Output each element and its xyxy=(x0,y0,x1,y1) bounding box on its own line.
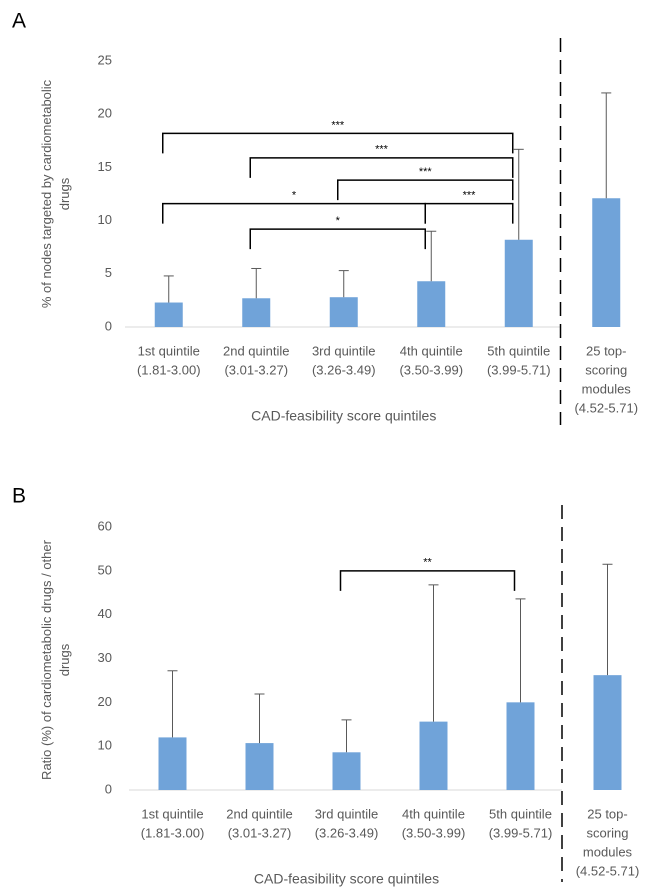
x-tick-label: 25 top- xyxy=(587,806,627,821)
y-tick-label: 20 xyxy=(98,694,112,709)
y-axis-title: Ratio (%) of cardiometabolic drugs / oth… xyxy=(39,539,72,780)
significance-label: *** xyxy=(331,119,345,131)
y-axis-title-line: Ratio (%) of cardiometabolic drugs / oth… xyxy=(39,539,54,780)
x-tick-label: (3.99-5.71) xyxy=(487,362,551,377)
bar xyxy=(419,721,448,790)
bar xyxy=(242,298,271,327)
bar xyxy=(504,239,533,327)
significance-label: * xyxy=(292,189,297,201)
y-tick-label: 15 xyxy=(98,159,112,174)
x-tick-label: (3.26-3.49) xyxy=(312,362,376,377)
panel-label: A xyxy=(12,10,26,33)
bar xyxy=(158,737,187,790)
x-tick-label: 5th quintile xyxy=(487,343,550,358)
x-tick-label: 25 top- xyxy=(586,343,626,358)
y-axis-title-line: drugs xyxy=(57,177,72,210)
x-axis-title: CAD-feasibility score quintiles xyxy=(254,871,439,887)
x-tick-label: (3.50-3.99) xyxy=(402,825,466,840)
y-tick-label: 0 xyxy=(105,781,112,796)
significance-label: ** xyxy=(423,557,432,569)
x-tick-label: 2nd quintile xyxy=(223,343,290,358)
x-tick-label: (1.81-3.00) xyxy=(137,362,201,377)
x-tick-label: scoring xyxy=(587,825,629,840)
y-tick-label: 25 xyxy=(98,52,112,67)
y-tick-label: 50 xyxy=(98,562,112,577)
y-tick-label: 5 xyxy=(105,265,112,280)
y-axis-title-line: drugs xyxy=(57,643,72,676)
bar xyxy=(332,752,361,790)
x-tick-label: (3.01-3.27) xyxy=(224,362,288,377)
y-tick-label: 20 xyxy=(98,106,112,121)
x-tick-label: (3.01-3.27) xyxy=(228,825,292,840)
x-tick-label: (3.50-3.99) xyxy=(399,362,463,377)
significance-bracket xyxy=(424,202,514,224)
y-tick-label: 10 xyxy=(98,738,112,753)
bar xyxy=(154,302,183,327)
x-tick-label: 2nd quintile xyxy=(226,806,293,821)
y-tick-label: 60 xyxy=(98,518,112,533)
bar xyxy=(245,743,274,790)
x-tick-label: (3.26-3.49) xyxy=(315,825,379,840)
y-tick-label: 30 xyxy=(98,650,112,665)
bar xyxy=(593,675,622,790)
x-tick-label: scoring xyxy=(585,362,627,377)
significance-bracket xyxy=(339,570,516,591)
x-tick-label: 3rd quintile xyxy=(315,806,379,821)
significance-bracket xyxy=(162,202,426,224)
y-tick-label: 40 xyxy=(98,606,112,621)
x-tick-label: 1st quintile xyxy=(141,806,203,821)
y-tick-label: 10 xyxy=(98,212,112,227)
y-axis-title: % of nodes targeted by cardiometabolic dr… xyxy=(39,79,72,308)
x-axis-title: CAD-feasibility score quintiles xyxy=(251,408,436,424)
significance-label: *** xyxy=(463,189,477,201)
bar xyxy=(329,297,358,327)
y-tick-label: 0 xyxy=(105,318,112,333)
y-axis-title-line: % of nodes targeted by cardiometabolic xyxy=(39,79,54,308)
x-tick-label: 3rd quintile xyxy=(312,343,376,358)
significance-bracket xyxy=(337,179,514,201)
bar xyxy=(417,281,446,327)
panel-label: B xyxy=(12,485,26,508)
x-tick-label: 5th quintile xyxy=(489,806,552,821)
x-tick-label: (4.52-5.71) xyxy=(574,400,638,415)
significance-label: * xyxy=(336,215,341,227)
bar xyxy=(592,198,621,327)
x-tick-label: (4.52-5.71) xyxy=(576,863,640,878)
x-tick-label: 4th quintile xyxy=(400,343,463,358)
x-tick-label: 4th quintile xyxy=(402,806,465,821)
significance-label: *** xyxy=(419,166,433,178)
significance-bracket xyxy=(249,157,514,178)
x-tick-label: modules xyxy=(582,381,632,396)
x-tick-label: 1st quintile xyxy=(138,343,200,358)
x-tick-label: modules xyxy=(583,844,633,859)
bar xyxy=(506,702,535,790)
x-tick-label: (1.81-3.00) xyxy=(141,825,205,840)
x-tick-label: (3.99-5.71) xyxy=(489,825,553,840)
significance-bracket xyxy=(249,228,426,250)
significance-bracket xyxy=(162,132,514,154)
significance-label: *** xyxy=(375,144,389,156)
